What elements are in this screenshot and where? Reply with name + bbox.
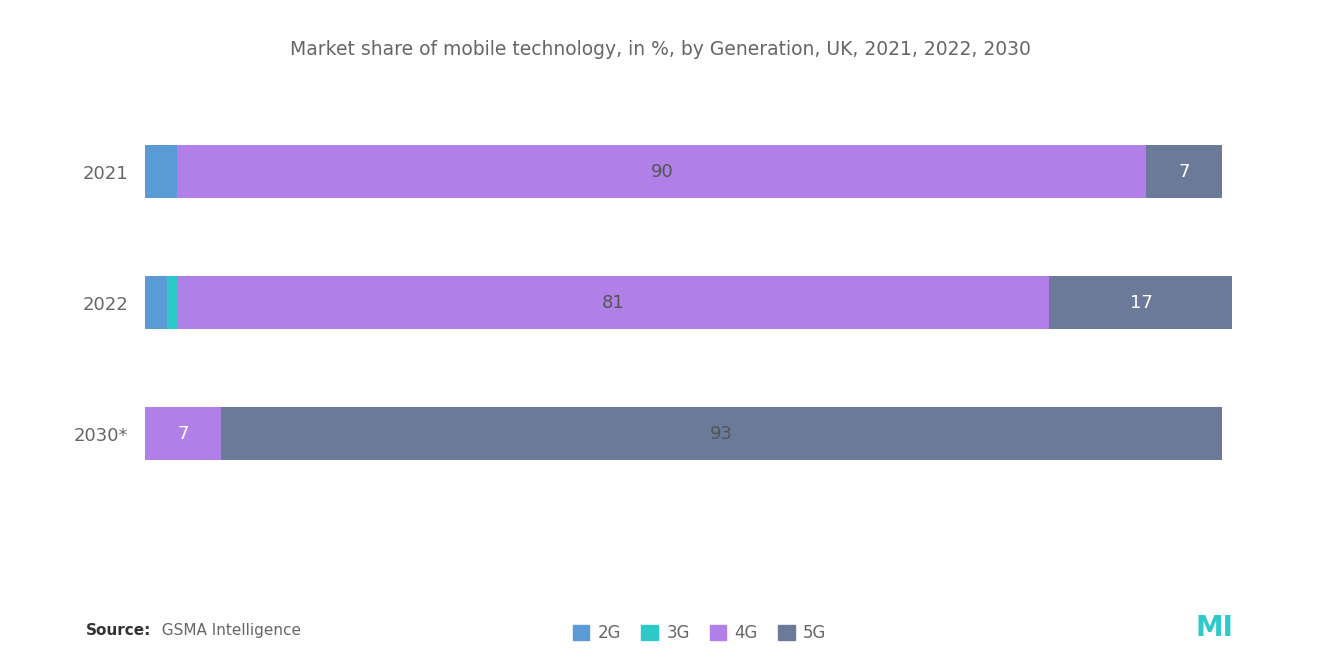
Bar bbox=[220, 408, 1222, 460]
Bar bbox=[145, 277, 166, 329]
Legend: 2G, 3G, 4G, 5G: 2G, 3G, 4G, 5G bbox=[566, 617, 833, 648]
Bar bbox=[166, 277, 177, 329]
Text: ΜΙ: ΜΙ bbox=[1196, 614, 1233, 642]
Bar bbox=[177, 277, 1049, 329]
Text: Market share of mobile technology, in %, by Generation, UK, 2021, 2022, 2030: Market share of mobile technology, in %,… bbox=[289, 40, 1031, 59]
Text: 17: 17 bbox=[1130, 293, 1152, 312]
Text: 93: 93 bbox=[710, 424, 733, 443]
Text: 90: 90 bbox=[651, 162, 673, 181]
Bar bbox=[1146, 146, 1222, 198]
Text: GSMA Intelligence: GSMA Intelligence bbox=[152, 623, 301, 638]
Text: 81: 81 bbox=[602, 293, 624, 312]
Bar bbox=[145, 146, 177, 198]
Text: 7: 7 bbox=[1179, 162, 1189, 181]
Text: 7: 7 bbox=[177, 424, 189, 443]
Bar bbox=[145, 408, 220, 460]
Text: Source:: Source: bbox=[86, 623, 152, 638]
Bar bbox=[177, 146, 1146, 198]
Bar bbox=[1049, 277, 1233, 329]
